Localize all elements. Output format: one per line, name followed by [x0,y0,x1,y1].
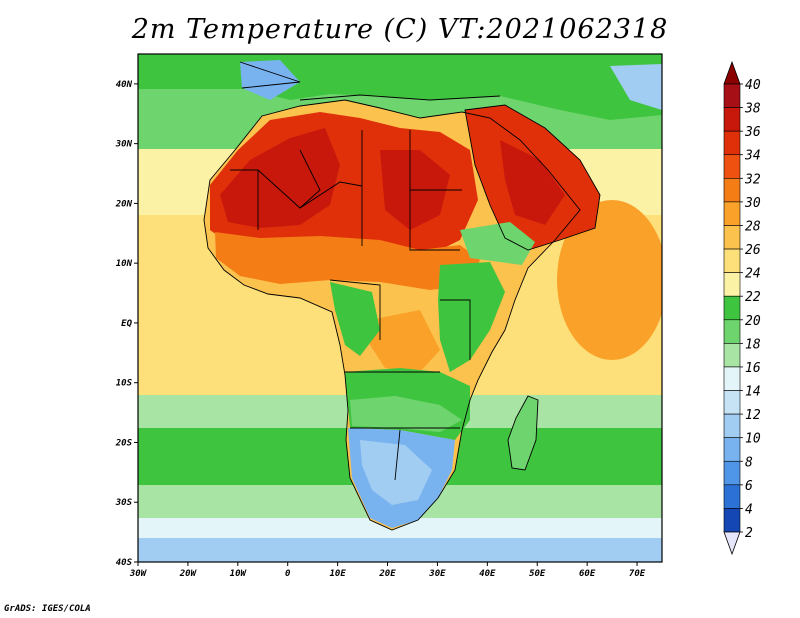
colorbar-swatch [723,390,741,415]
colorbar-swatch [723,508,741,533]
colorbar-label: 14 [745,385,761,400]
lon-tick-label: 30W [129,569,148,579]
lat-tick-label: 10N [116,259,133,269]
colorbar-swatch [723,343,741,368]
lat-tick-label: 40S [116,558,133,568]
map-field [138,54,662,562]
lon-tick-label: 60E [579,569,596,579]
colorbar-swatch [723,319,741,344]
latitude-ticks: 40N 30N 20N 10N EQ 10S 20S 30S 40S [115,80,138,568]
lat-tick-label: 30N [115,140,133,150]
colorbar-label: 8 [745,455,753,470]
colorbar-top-arrow [723,60,741,85]
lon-tick-label: 50E [529,569,546,579]
colorbar-swatch [723,484,741,509]
colorbar-swatch [723,272,741,297]
colorbar-swatch [723,178,741,203]
colorbar-label: 30 [744,196,761,211]
colorbar-swatch [723,437,741,462]
lon-tick-label: 20E [378,569,396,579]
colorbar-label: 18 [745,337,761,352]
colorbar-label: 36 [744,125,761,140]
colorbar-label: 4 [745,502,753,517]
colorbar-swatch [723,295,741,321]
lon-tick-label: 0 [285,569,291,579]
page-title: 2m Temperature (C) VT:2021062318 [131,14,669,45]
lon-tick-label: 30E [428,569,446,579]
colorbar-label: 32 [744,172,761,187]
colorbar-label: 26 [745,243,761,258]
lon-tick-label: 10E [329,569,346,579]
colorbar-swatch [723,248,741,273]
lat-tick-label: 20N [115,199,133,209]
lon-tick-label: 10W [230,569,248,579]
colorbar-label: 20 [745,314,761,329]
colorbar-swatch [723,460,741,486]
country-borders [203,61,601,531]
colorbar-swatch [723,413,741,438]
colorbar-label: 22 [745,290,761,305]
colorbar-label: 10 [745,432,761,447]
lat-tick-label: 40N [116,80,133,90]
colorbar-swatch [723,201,741,226]
colorbar-label: 24 [745,267,761,282]
colorbar-swatch [723,130,741,156]
plot-frame [137,53,663,563]
lon-tick-label: 70E [629,569,646,579]
longitude-ticks: 30W 20W 10W 0 10E 20E 30E 40E 50E 60E 70E [129,562,646,579]
colorbar-swatch [723,366,741,391]
colorbar-label: 40 [745,78,761,93]
credit-label: GrADS: IGES/COLA [4,604,91,614]
lon-tick-label: 20W [179,569,198,579]
colorbar-label: 16 [745,361,761,376]
lat-tick-label: 20S [115,438,133,448]
lat-tick-label: EQ [121,319,132,329]
colorbar-swatch [723,83,741,108]
colorbar: 40 38 36 34 32 30 28 26 24 22 20 18 16 14 12 10 8 6 4 2 [723,60,761,556]
colorbar-label: 12 [745,408,761,423]
colorbar-swatch [723,154,741,179]
lat-tick-label: 10S [116,379,133,389]
colorbar-bottom-arrow [723,531,741,556]
colorbar-label: 28 [745,219,761,234]
colorbar-swatch [723,107,741,132]
lat-tick-label: 30S [115,498,133,508]
colorbar-label: 34 [744,149,761,164]
colorbar-label: 2 [745,526,753,541]
lon-tick-label: 40E [479,569,496,579]
colorbar-swatch [723,225,741,250]
colorbar-label: 6 [745,479,753,494]
colorbar-label: 38 [744,102,761,117]
